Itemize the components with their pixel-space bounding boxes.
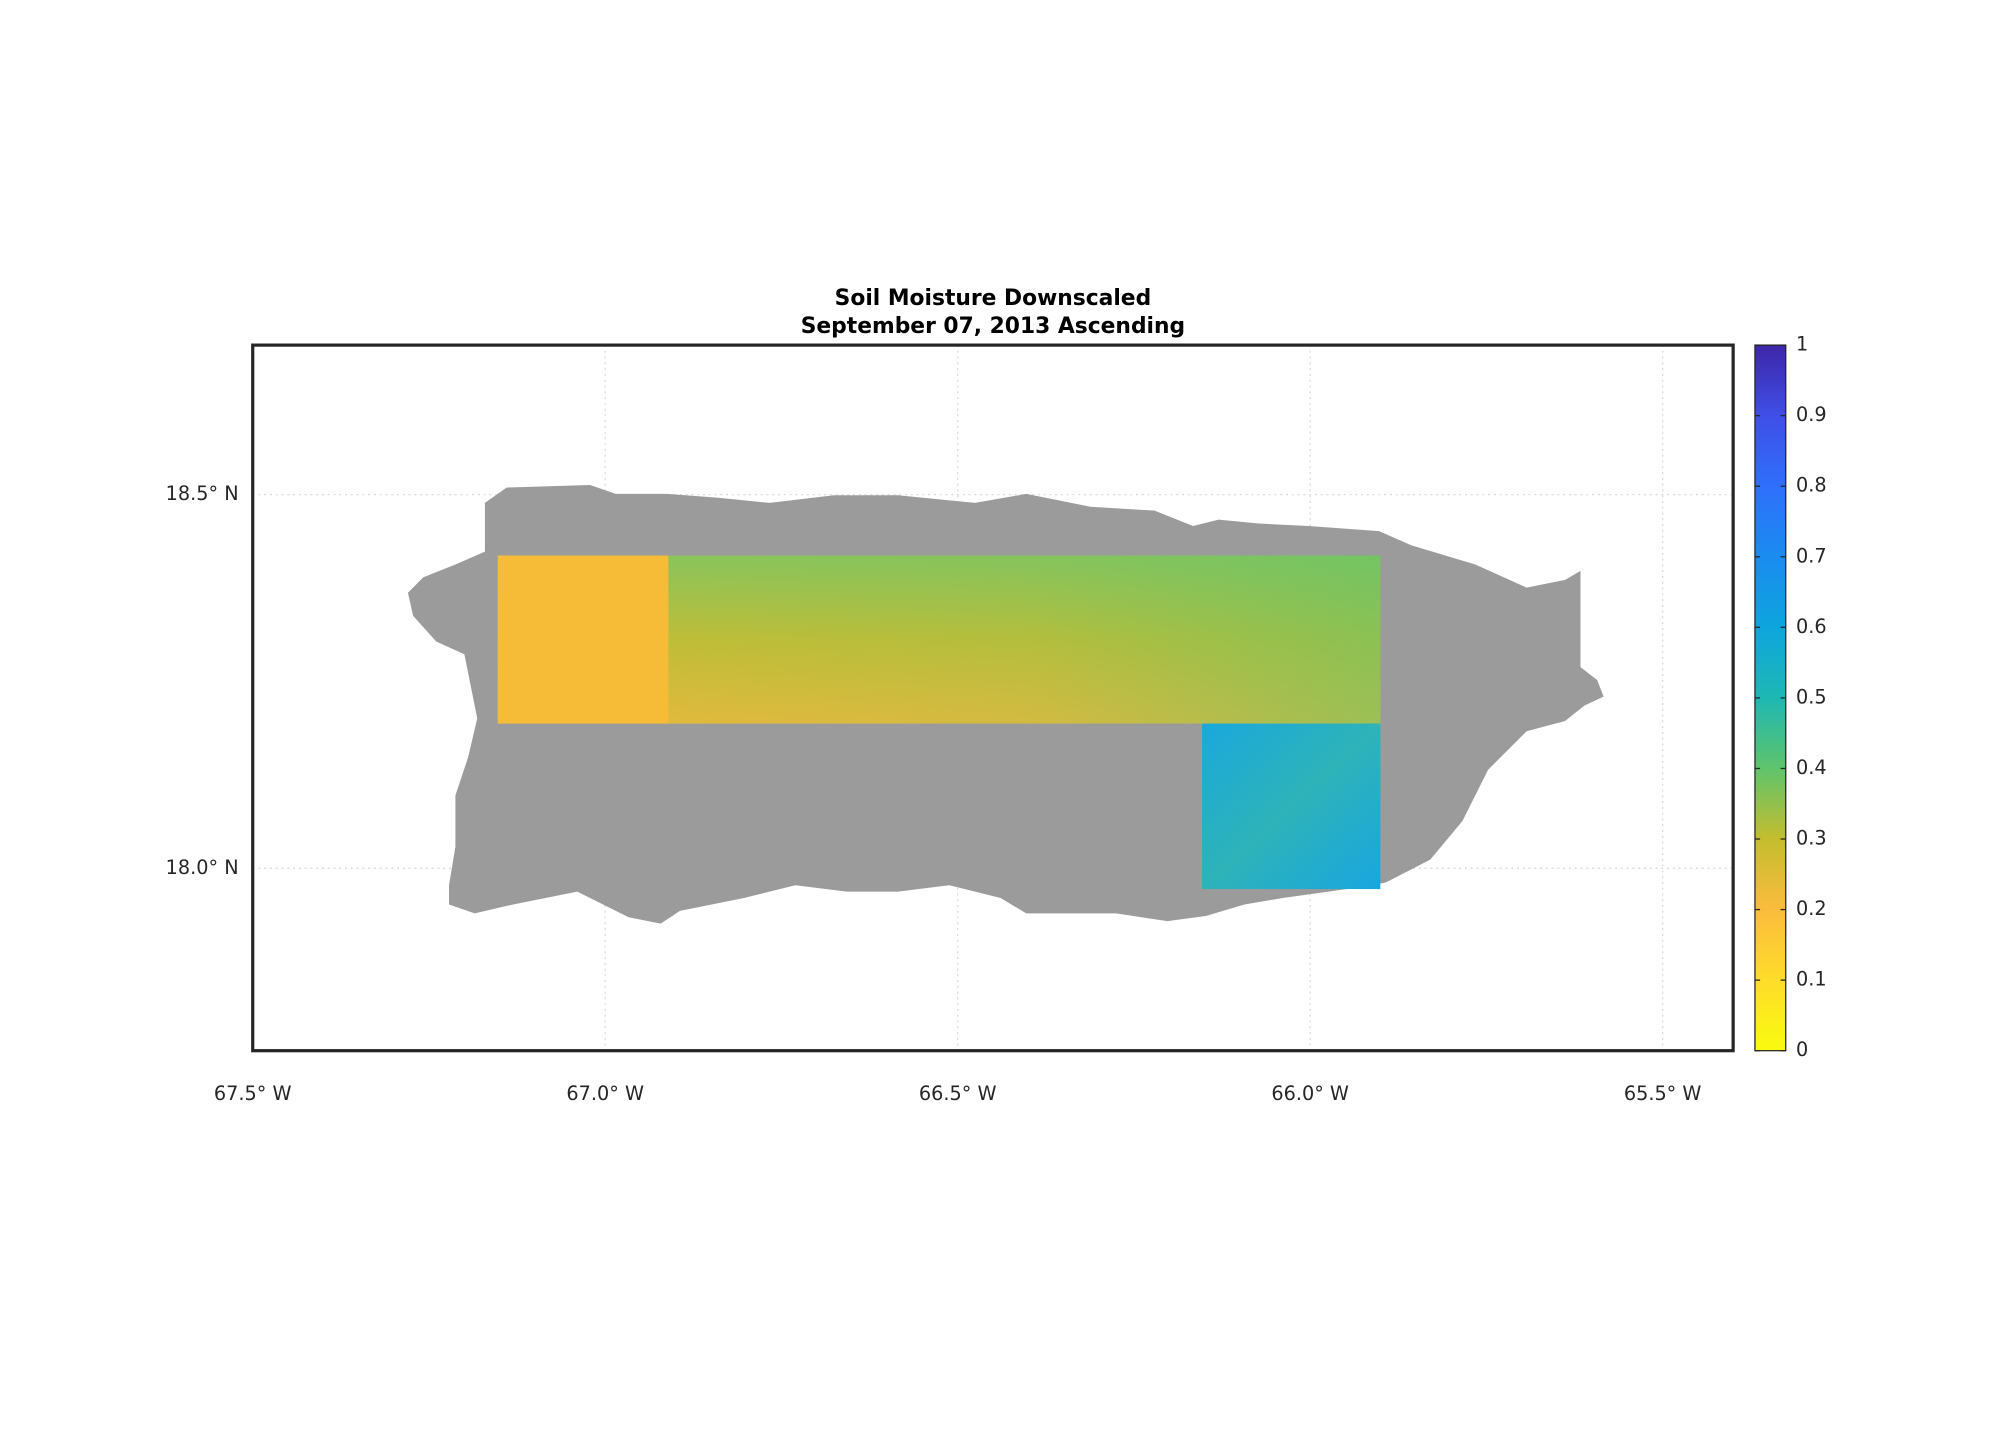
colorbar-tick-label: 0.4 <box>1796 756 1827 779</box>
moisture-west-block <box>497 555 669 724</box>
colorbar-tick-label: 0.7 <box>1796 544 1827 567</box>
y-tick-label: 18.5° N <box>166 482 239 505</box>
colorbar-tick-label: 0.5 <box>1796 685 1827 708</box>
colorbar-tick-label: 0.3 <box>1796 827 1827 850</box>
x-tick-label: 65.5° W <box>1624 1082 1702 1105</box>
x-tick-label: 66.0° W <box>1271 1082 1349 1105</box>
y-tick-label: 18.0° N <box>166 856 239 879</box>
moisture-southeast-block <box>1202 723 1381 890</box>
colorbar-tick-label: 0.8 <box>1796 474 1827 497</box>
colorbar-tick-label: 0.1 <box>1796 968 1827 991</box>
x-tick-label: 67.5° W <box>214 1082 292 1105</box>
map-title: Soil Moisture Downscaled <box>835 286 1152 311</box>
colorbar-tick-label: 0.6 <box>1796 615 1827 638</box>
colorbar-tick-label: 0 <box>1796 1038 1808 1061</box>
colorbar-tick-label: 0.9 <box>1796 403 1827 426</box>
x-tick-label: 66.5° W <box>919 1082 997 1105</box>
colorbar-tick-label: 0.2 <box>1796 897 1827 920</box>
map-subtitle: September 07, 2013 Ascending <box>801 314 1185 339</box>
x-tick-label: 67.0° W <box>566 1082 644 1105</box>
colorbar-tick-label: 1 <box>1796 333 1808 356</box>
axes-frame <box>251 343 1735 1053</box>
